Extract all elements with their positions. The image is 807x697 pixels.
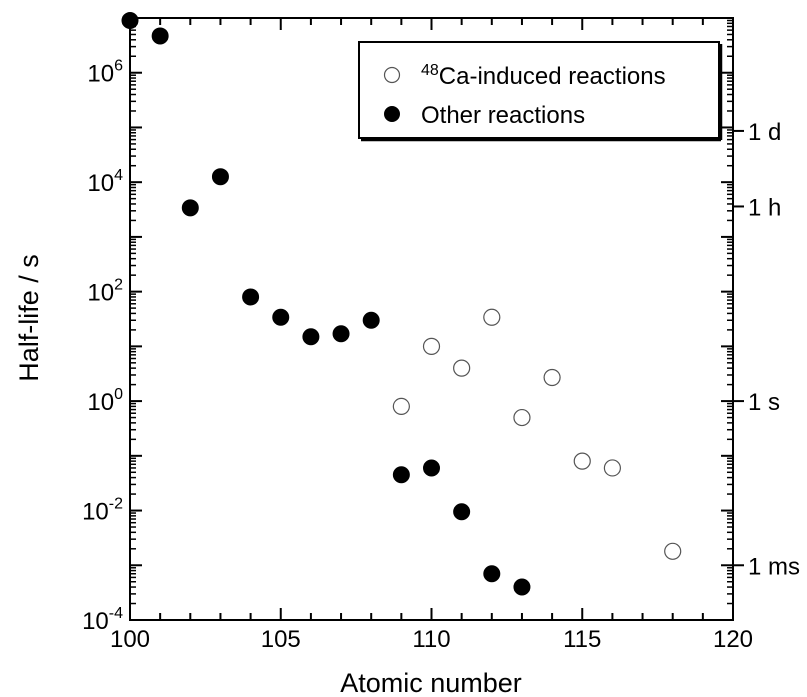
data-point-ca48 bbox=[603, 459, 622, 477]
data-point-ca48 bbox=[483, 308, 501, 326]
y-tick-base: 10 bbox=[87, 61, 114, 88]
data-point-ca48 bbox=[573, 452, 591, 470]
data-point-ca48 bbox=[392, 397, 410, 415]
data-point-other bbox=[483, 565, 501, 583]
y-tick-label: 104 bbox=[87, 167, 123, 197]
data-point-other bbox=[513, 578, 531, 596]
legend-label: Other reactions bbox=[421, 102, 585, 129]
y-tick-base: 10 bbox=[82, 499, 109, 526]
data-point-ca48 bbox=[543, 368, 561, 387]
y-axis-label: Half-life / s bbox=[14, 254, 44, 382]
right-axis-label: 1 ms bbox=[748, 553, 800, 580]
legend-box bbox=[358, 41, 720, 139]
legend-marker-filled bbox=[384, 106, 400, 122]
y-tick-label: 102 bbox=[87, 277, 123, 307]
y-tick-label: 106 bbox=[87, 58, 123, 88]
legend-label: 48Ca-induced reactions bbox=[421, 62, 666, 90]
y-tick-base: 10 bbox=[87, 170, 114, 197]
x-axis-label: Atomic number bbox=[340, 668, 522, 697]
legend-label-text: Ca-induced reactions bbox=[439, 63, 666, 90]
data-point-other bbox=[242, 288, 260, 306]
y-tick-base: 10 bbox=[82, 608, 109, 635]
data-points bbox=[121, 12, 682, 596]
y-tick-label: 100 bbox=[87, 386, 123, 416]
legend-label-text: Other reactions bbox=[421, 102, 585, 129]
y-tick-label: 10-2 bbox=[82, 496, 123, 526]
right-axis-label: 1 d bbox=[748, 119, 781, 146]
data-point-ca48 bbox=[513, 408, 531, 427]
x-tick-label: 110 bbox=[412, 626, 450, 653]
x-tick-label: 120 bbox=[713, 626, 753, 653]
right-axis-label: 1 s bbox=[748, 389, 780, 416]
legend: 48Ca-induced reactions Other reactions bbox=[358, 41, 723, 142]
y-tick-base: 10 bbox=[87, 389, 114, 416]
data-point-other bbox=[121, 12, 139, 30]
y-tick-base: 10 bbox=[87, 280, 114, 307]
y-tick-exponent: 0 bbox=[114, 386, 123, 403]
y-tick-exponent: -2 bbox=[109, 496, 123, 513]
y-tick-exponent: -4 bbox=[109, 605, 123, 622]
data-point-other bbox=[423, 459, 440, 477]
y-tick-exponent: 6 bbox=[114, 58, 123, 75]
legend-marker-open bbox=[383, 66, 401, 84]
data-point-ca48 bbox=[453, 359, 471, 377]
y-tick-exponent: 2 bbox=[114, 277, 123, 294]
data-point-other bbox=[453, 503, 471, 521]
data-point-other bbox=[362, 311, 380, 329]
data-point-ca48 bbox=[422, 337, 441, 355]
x-tick-label: 105 bbox=[261, 626, 301, 653]
data-point-other bbox=[392, 466, 410, 484]
right-axis-label: 1 h bbox=[748, 194, 781, 221]
x-tick-label: 100 bbox=[110, 626, 150, 653]
data-point-other bbox=[272, 308, 290, 326]
x-tick-label: 115 bbox=[563, 626, 601, 653]
data-point-other bbox=[332, 325, 350, 343]
data-point-other bbox=[151, 27, 169, 45]
legend-label-superscript: 48 bbox=[421, 62, 439, 79]
data-point-ca48 bbox=[664, 542, 682, 560]
plot-frame bbox=[129, 17, 734, 621]
y-tick-label: 10-4 bbox=[82, 605, 123, 635]
data-point-other bbox=[211, 168, 229, 186]
y-tick-exponent: 4 bbox=[114, 167, 123, 184]
data-point-other bbox=[181, 199, 199, 217]
data-point-other bbox=[302, 328, 320, 346]
